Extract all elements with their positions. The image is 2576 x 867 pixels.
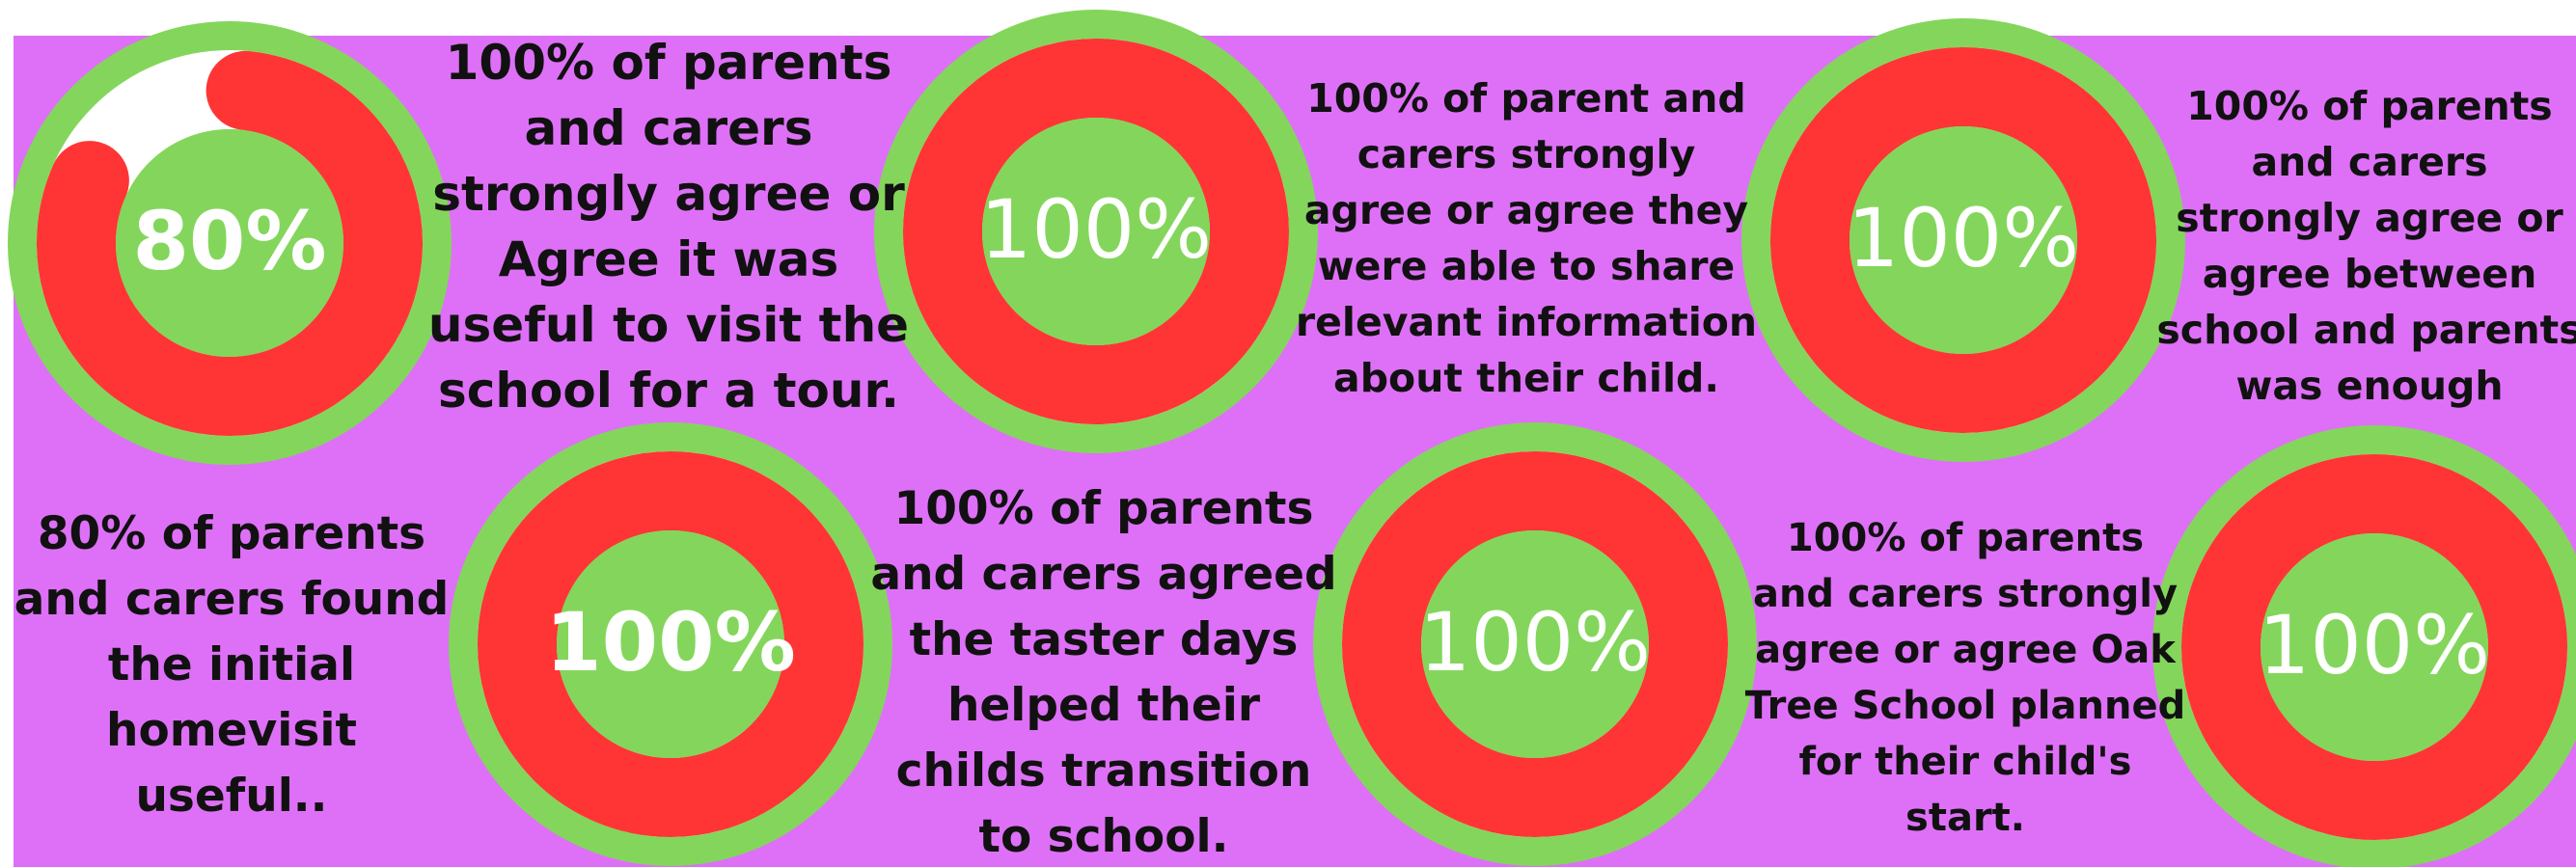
progress-arc (37, 50, 423, 436)
caption-line: helped their (947, 679, 1261, 732)
percent-label: 80% (132, 194, 326, 288)
caption-line: and carers (525, 100, 813, 156)
caption-line: 80% of parents (38, 507, 425, 560)
caption-line: strongly agree or (2176, 195, 2563, 241)
caption-line: useful to visit the (428, 297, 909, 353)
caption: 100% of parents and carers strongly agree … (428, 35, 909, 419)
caption-line: 100% of parents (894, 482, 1314, 535)
caption: 100% of parents and carers agreed the tast… (870, 482, 1336, 863)
percent-label: 100% (545, 595, 796, 690)
percent-label: 100% (2259, 598, 2490, 692)
caption: 100% of parents and carers strongly agree … (2156, 83, 2576, 409)
caption-line: relevant information (1296, 299, 1757, 345)
caption-line: Tree School planned (1745, 684, 2185, 728)
caption-line: useful.. (135, 770, 327, 823)
caption-line: the taster days (910, 613, 1299, 666)
caption-line: and carers found (14, 573, 450, 626)
inner-disc (1421, 530, 1649, 758)
caption-line: carers strongly (1357, 131, 1696, 177)
caption-line: and carers agreed (870, 548, 1336, 601)
caption-line: and carers (2251, 139, 2487, 185)
percent-label: 100% (1848, 191, 2079, 285)
caption-line: school for a tour. (438, 363, 899, 419)
caption-line: for their child's (1799, 740, 2132, 784)
caption-line: 100% of parents (446, 35, 892, 91)
caption-line: 100% of parents (1787, 516, 2144, 560)
caption-line: start. (1905, 796, 2025, 840)
caption-line: and carers strongly (1753, 572, 2178, 616)
progress-arc (903, 39, 1289, 424)
caption-line: 100% of parent and (1306, 75, 1746, 122)
inner-disc (982, 118, 1210, 345)
caption: 80% of parents and carers found the initia… (14, 507, 450, 823)
inner-disc (116, 129, 343, 357)
progress-arc (478, 451, 863, 837)
inner-disc (2261, 533, 2488, 761)
inner-disc (1850, 126, 2077, 354)
caption-line: about their child. (1333, 355, 1719, 401)
percent-label: 100% (1419, 595, 1651, 690)
caption-line: agree between (2203, 251, 2537, 297)
caption-line: childs transition (896, 745, 1312, 798)
caption-line: school and parents (2156, 307, 2576, 353)
caption-line: 100% of parents (2186, 83, 2552, 129)
caption-line: strongly agree or (432, 166, 905, 222)
progress-arc (1770, 46, 2156, 433)
progress-arc (2181, 454, 2567, 840)
caption-line: to school. (979, 810, 1229, 863)
caption-line: was enough (2235, 363, 2503, 409)
caption-line: were able to share (1318, 243, 1735, 289)
caption-line: agree or agree Oak (1755, 628, 2177, 672)
percent-label: 100% (980, 182, 1212, 277)
caption: 100% of parents and carers strongly agree … (1745, 516, 2185, 840)
inner-disc (557, 530, 784, 758)
progress-arc (1342, 451, 1728, 837)
caption-line: Agree it was (499, 231, 839, 287)
caption-line: homevisit (106, 704, 357, 757)
caption-line: the initial (108, 638, 355, 691)
caption: 100% of parent and carers strongly agree o… (1296, 75, 1757, 401)
caption-line: agree or agree they (1304, 187, 1748, 233)
